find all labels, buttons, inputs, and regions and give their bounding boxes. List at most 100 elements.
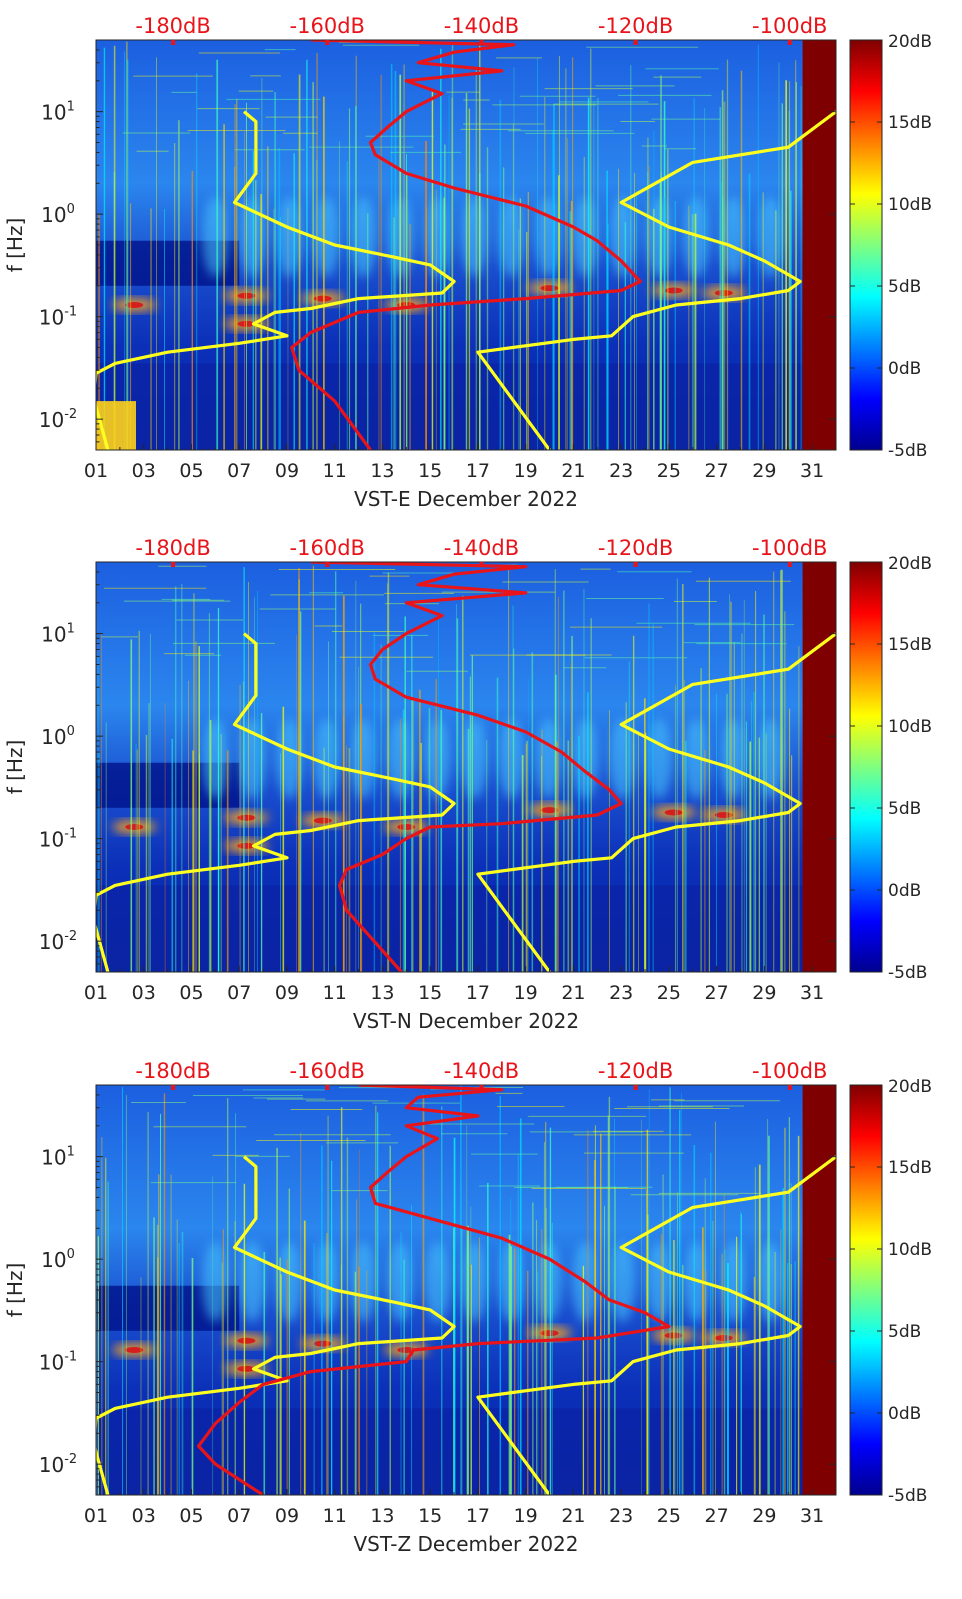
x-tick-label: 21 [561, 982, 585, 1004]
spectrogram-heatmap [96, 40, 836, 450]
energy-hotspot-core [313, 817, 332, 824]
x-tick-label: 17 [466, 1505, 490, 1527]
heatmap-lowfreq-band [96, 1408, 836, 1495]
top-axis-label: -140dB [444, 1059, 519, 1083]
energy-hotspot-core [125, 301, 144, 308]
x-tick-label: 05 [179, 460, 203, 482]
colorbar-label: 0dB [888, 1404, 921, 1424]
psd-curve [197, 1085, 671, 1495]
y-tick-base: 10 [39, 408, 64, 432]
energy-hotspot-core [237, 814, 256, 821]
y-tick-exponent: -1 [64, 305, 77, 320]
plume [239, 196, 266, 277]
top-axis-tick [633, 1085, 638, 1090]
saturated-block [802, 40, 836, 450]
y-tick-exponent: -2 [64, 407, 77, 422]
transient-streaks [98, 41, 802, 450]
top-axis-label: -120dB [598, 1059, 673, 1083]
y-tick-base: 10 [41, 1248, 66, 1272]
colorbar-label: 20dB [888, 554, 932, 574]
x-tick-label: 09 [275, 1505, 299, 1527]
colorbar-label: -5dB [888, 441, 927, 461]
top-axis-label: -180dB [135, 536, 210, 560]
y-tick-exponent: -1 [64, 827, 77, 842]
top-axis-label: -100dB [752, 14, 827, 38]
colorbar-label: 0dB [888, 359, 921, 379]
x-tick-label: 17 [466, 982, 490, 1004]
plume [350, 1241, 377, 1322]
colorbar-label: 15dB [888, 113, 932, 133]
plume [757, 1241, 784, 1322]
x-tick-label: 31 [800, 460, 824, 482]
plume [350, 196, 377, 277]
energy-hotspot-core [714, 290, 733, 297]
y-tick-base: 10 [41, 101, 66, 125]
top-axis-label: -160dB [290, 536, 365, 560]
x-axis-label: VST-N December 2022 [353, 1009, 579, 1033]
spectrogram-heatmap [96, 562, 836, 972]
y-tick-exponent: 1 [67, 1145, 75, 1160]
y-tick-base: 10 [41, 1146, 66, 1170]
x-tick-label: 11 [323, 1505, 347, 1527]
colorbar-label: 15dB [888, 635, 932, 655]
top-axis-tick [325, 1085, 330, 1090]
x-tick-label: 05 [179, 982, 203, 1004]
x-tick-label: 15 [418, 1505, 442, 1527]
psd-curve [290, 40, 642, 450]
top-axis-tick [171, 1085, 176, 1090]
plume [535, 196, 562, 277]
energy-hotspot-core [664, 287, 683, 294]
top-axis-tick [479, 40, 484, 45]
nlnm-curve [96, 110, 456, 450]
microseism-plumes [202, 718, 784, 799]
colorbar-label: 10dB [888, 1240, 932, 1260]
energy-hotspot-core [540, 285, 559, 292]
top-axis-label: -140dB [444, 536, 519, 560]
nlnm-curve [96, 1155, 456, 1495]
x-tick-label: 27 [705, 1505, 729, 1527]
plume [609, 718, 636, 799]
plume [202, 1241, 229, 1322]
y-tick-exponent: 0 [67, 724, 75, 739]
x-tick-label: 15 [418, 982, 442, 1004]
x-tick-label: 03 [132, 982, 156, 1004]
colorbar [849, 561, 883, 973]
heatmap-lowfreq-band [96, 885, 836, 972]
x-tick-label: 23 [609, 982, 633, 1004]
top-axis-label: -160dB [290, 14, 365, 38]
plume [498, 196, 525, 277]
energy-hotspot-core [397, 823, 416, 830]
y-tick-exponent: 1 [67, 100, 75, 115]
y-tick-exponent: 0 [67, 1247, 75, 1262]
spectrogram-heatmap [96, 1085, 836, 1495]
y-tick-base: 10 [41, 725, 66, 749]
top-axis-tick [633, 40, 638, 45]
top-axis-label: -100dB [752, 536, 827, 560]
y-tick-label: 10-2 [39, 929, 77, 954]
y-tick-label: 101 [41, 1145, 75, 1170]
energy-hotspot-core [664, 809, 683, 816]
plume [313, 196, 340, 277]
plume [202, 718, 229, 799]
plume [757, 196, 784, 277]
energy-hotspot-core [714, 812, 733, 819]
nhnm-curve [476, 110, 836, 450]
y-tick-label: 100 [41, 724, 75, 749]
x-tick-label: 19 [514, 1505, 538, 1527]
y-tick-label: 100 [41, 1247, 75, 1272]
colorbar-label: 10dB [888, 195, 932, 215]
x-tick-label: 03 [132, 460, 156, 482]
top-axis-tick [479, 1085, 484, 1090]
y-tick-label: 10-2 [39, 1452, 77, 1477]
x-tick-label: 31 [800, 1505, 824, 1527]
x-tick-label: 27 [705, 982, 729, 1004]
top-axis-tick [633, 562, 638, 567]
colorbar-label: 0dB [888, 881, 921, 901]
top-axis-label: -160dB [290, 1059, 365, 1083]
colorbar-label: 10dB [888, 717, 932, 737]
top-axis-tick [787, 40, 792, 45]
top-axis-label: -100dB [752, 1059, 827, 1083]
x-tick-label: 09 [275, 460, 299, 482]
